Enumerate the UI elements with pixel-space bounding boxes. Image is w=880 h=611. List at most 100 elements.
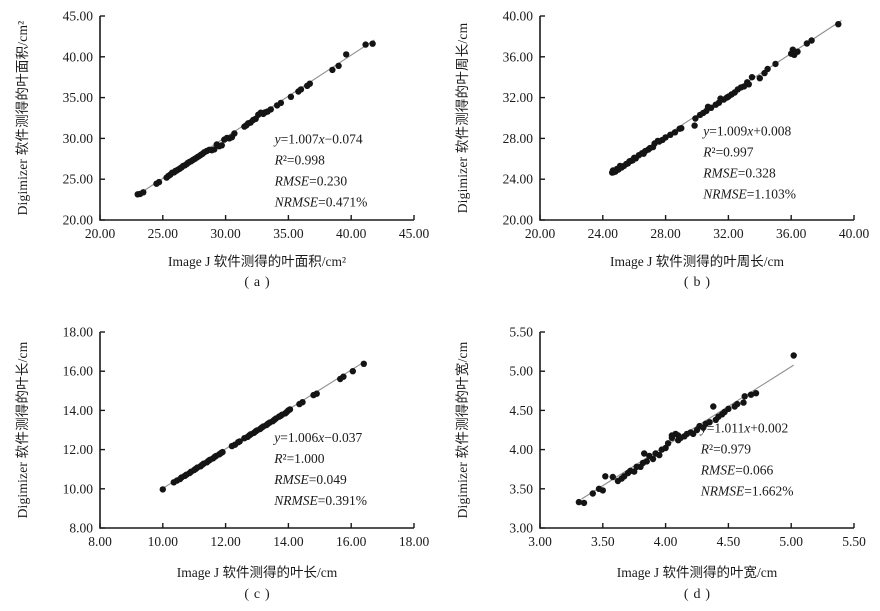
data-point <box>725 405 732 412</box>
stats-annotation-line: y=1.009x+0.008 <box>701 123 791 138</box>
stats-annotation-line: RMSE=0.230 <box>274 173 348 188</box>
data-point <box>748 74 756 81</box>
stats-annotation-line: R²=0.998 <box>274 152 326 167</box>
y-tick-label: 14.00 <box>63 403 94 418</box>
data-point <box>297 86 305 93</box>
x-tick-label: 5.00 <box>779 534 803 549</box>
y-tick-label: 30.00 <box>63 131 94 146</box>
y-tick-label: 4.00 <box>509 442 533 457</box>
stats-annotation-line: y=1.007x−0.074 <box>273 131 363 146</box>
stats-annotation-line: RMSE=0.066 <box>700 462 774 477</box>
x-tick-label: 4.00 <box>654 534 678 549</box>
panel-c: 8.00 10.00 12.00 14.00 16.00 18.00 8.00 10.00 12… <box>0 300 440 611</box>
x-tick-label: 4.50 <box>717 534 741 549</box>
data-point <box>369 40 376 47</box>
x-tick-label: 3.00 <box>528 534 552 549</box>
scatter-plot-c: 8.00 10.00 12.00 14.00 16.00 18.00 8.00 10.00 12… <box>63 325 430 550</box>
data-point <box>349 368 356 375</box>
stats-annotation-line: RMSE=0.328 <box>702 165 776 180</box>
x-tick-label: 40.00 <box>839 226 870 241</box>
data-point <box>313 390 320 397</box>
y-tick-label: 36.00 <box>503 49 534 64</box>
x-tick-label: 8.00 <box>88 534 112 549</box>
data-point <box>745 81 752 88</box>
data-point <box>602 473 609 480</box>
x-tick-label: 16.00 <box>336 534 367 549</box>
data-point <box>678 125 685 132</box>
data-point <box>335 62 342 69</box>
data-point <box>656 451 663 459</box>
data-point <box>667 131 674 138</box>
stats-annotation-line: y=1.011x+0.002 <box>699 420 789 435</box>
data-point <box>299 399 306 406</box>
panel-caption-a: (a) <box>244 275 275 290</box>
panel-caption-d: (d) <box>683 587 715 602</box>
data-point <box>218 142 225 149</box>
data-point <box>580 499 588 507</box>
data-point <box>772 60 779 68</box>
data-point <box>752 390 760 397</box>
y-tick-label: 3.50 <box>509 481 533 496</box>
data-point <box>707 104 715 112</box>
x-tick-label: 35.00 <box>273 226 304 241</box>
y-axis-label-c: Digimizer 软件测得的叶长/cm <box>15 341 30 519</box>
data-point <box>741 393 748 400</box>
y-tick-label: 20.00 <box>63 213 94 228</box>
y-tick-label: 5.50 <box>509 325 533 340</box>
x-tick-label: 5.50 <box>842 534 866 549</box>
data-point <box>734 400 741 408</box>
panel-caption-c: (c) <box>244 587 275 602</box>
y-axis-label-a: Digimizer 软件测得的叶面积/cm² <box>15 20 30 216</box>
stats-annotation-line: NRMSE=0.471% <box>274 194 368 209</box>
y-tick-label: 8.00 <box>69 521 93 536</box>
data-point <box>706 419 713 426</box>
data-point <box>306 80 313 87</box>
data-point <box>343 51 350 58</box>
stats-annotation-line: NRMSE=1.662% <box>700 483 794 498</box>
scatter-plot-d: 3.00 3.50 4.00 4.50 5.00 5.50 3.00 3.50 4.00 4.50… <box>509 325 866 550</box>
y-tick-label: 32.00 <box>503 90 534 105</box>
y-tick-label: 4.50 <box>509 403 533 418</box>
data-point <box>140 189 147 196</box>
panel-caption-b: (b) <box>683 275 715 290</box>
data-point <box>764 65 771 73</box>
data-point <box>159 486 166 493</box>
stats-annotation-line: R²=0.979 <box>700 441 752 456</box>
x-tick-label: 20.00 <box>85 226 116 241</box>
y-tick-label: 18.00 <box>63 325 94 340</box>
data-point <box>236 438 243 445</box>
data-point <box>609 473 616 481</box>
y-tick-label: 12.00 <box>63 442 94 457</box>
x-tick-label: 25.00 <box>148 226 179 241</box>
x-tick-label: 24.00 <box>588 226 619 241</box>
panel-a: 20.00 25.00 30.00 35.00 40.00 45.00 20.00 25.00… <box>0 0 440 300</box>
y-tick-label: 35.00 <box>63 90 94 105</box>
stats-annotation-line: NRMSE=1.103% <box>702 186 796 201</box>
data-point <box>835 21 842 28</box>
y-tick-label: 24.00 <box>503 172 534 187</box>
x-tick-label: 36.00 <box>776 226 807 241</box>
x-axis-label-c: Image J 软件测得的叶长/cm <box>176 565 338 580</box>
x-tick-label: 3.50 <box>591 534 615 549</box>
data-point <box>631 468 638 475</box>
x-tick-label: 14.00 <box>273 534 304 549</box>
stats-annotation-line: R²=1.000 <box>273 451 325 466</box>
y-tick-label: 40.00 <box>63 49 94 64</box>
data-point <box>790 352 797 359</box>
data-point <box>692 115 699 122</box>
x-tick-label: 18.00 <box>399 534 430 549</box>
data-point <box>575 498 583 506</box>
data-point <box>329 66 336 74</box>
data-point <box>649 455 657 463</box>
data-point <box>211 146 218 153</box>
x-tick-label: 30.00 <box>210 226 241 241</box>
data-point <box>756 75 763 82</box>
x-tick-label: 12.00 <box>210 534 241 549</box>
x-tick-label: 20.00 <box>525 226 556 241</box>
x-axis-label-b: Image J 软件测得的叶周长/cm <box>610 254 784 269</box>
data-point <box>360 360 367 367</box>
y-axis-label-b: Digimizer 软件测得的叶周长/cm <box>455 22 470 214</box>
y-tick-label: 28.00 <box>503 131 534 146</box>
y-tick-label: 45.00 <box>63 9 94 24</box>
